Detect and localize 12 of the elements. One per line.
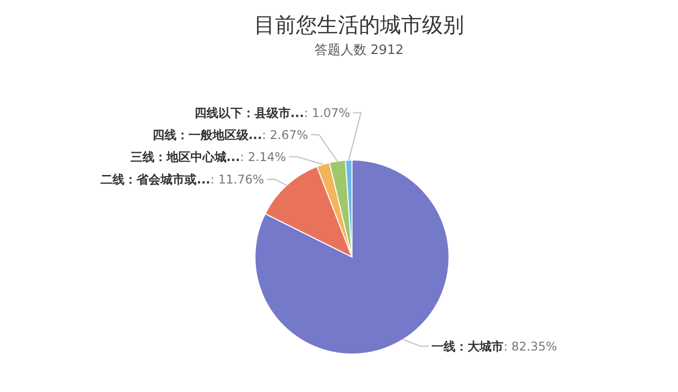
slice-label: 二线：省会城市或... bbox=[100, 172, 210, 186]
slice-label: 三线：地区中心城... bbox=[130, 150, 240, 164]
chart-title: 目前您生活的城市级别 bbox=[254, 13, 464, 37]
slice-label: 四线以下：县级市... bbox=[194, 106, 304, 120]
data-label: : 11.76% bbox=[210, 172, 264, 186]
chart-subtitle: 答题人数 2912 bbox=[314, 43, 404, 58]
data-label: : 2.67% bbox=[262, 128, 308, 142]
data-label: : 1.07% bbox=[304, 106, 350, 120]
data-label: : 2.14% bbox=[240, 150, 286, 164]
slice-label: 一线：大城市 bbox=[432, 339, 504, 354]
slice-label: 四线：一般地区级... bbox=[152, 128, 262, 142]
data-label: : 82.35% bbox=[504, 339, 558, 354]
